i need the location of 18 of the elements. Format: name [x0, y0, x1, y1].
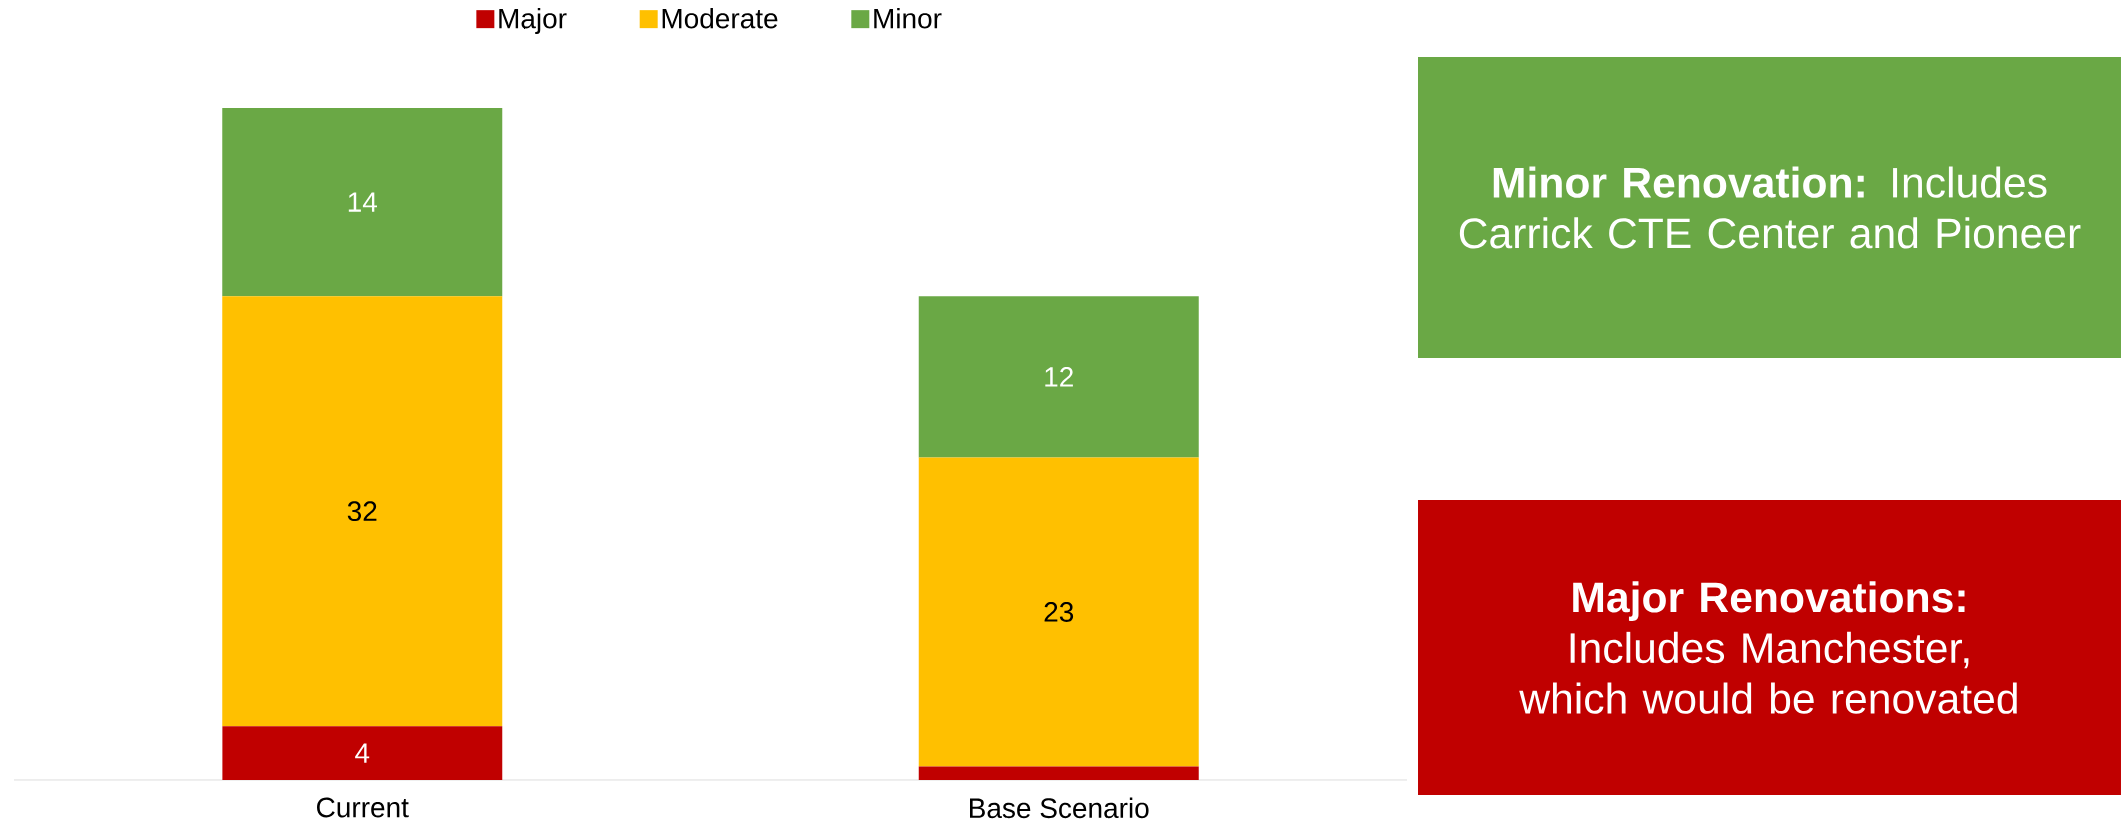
bar	[918, 457, 1199, 767]
data-label: 32	[347, 501, 377, 522]
text: Major Renovations: Includes Manchester, which would be renovated	[1519, 581, 2017, 714]
text: Minor Renovation: Includes Carrick CTE Center and Pioneer	[1459, 166, 2081, 249]
data-label: 4	[355, 743, 370, 763]
data-label: 12	[1045, 367, 1073, 387]
legend-label: Moderate	[662, 7, 778, 29]
data-label: 14	[348, 192, 377, 212]
bar	[222, 107, 503, 297]
bar	[222, 296, 503, 727]
data-label: 23	[1044, 602, 1074, 622]
bar	[222, 726, 503, 780]
legend-label: Major	[499, 7, 567, 35]
legend-label: Minor	[874, 7, 942, 29]
x-tick-label: Base Scenario	[970, 797, 1149, 819]
x-tick-label: Current	[317, 797, 409, 818]
bar	[918, 296, 1199, 458]
bar	[918, 766, 1199, 780]
